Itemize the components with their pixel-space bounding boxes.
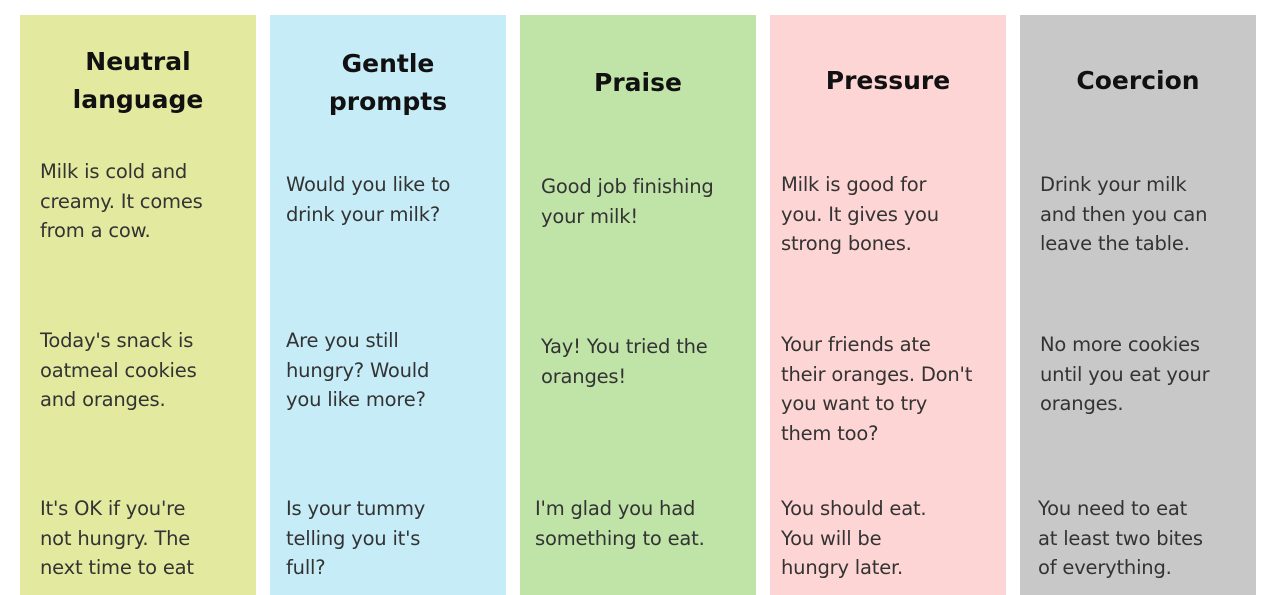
example-text: No more cookies until you eat your orang… (1040, 333, 1210, 415)
column-title: Neutral language (72, 47, 204, 114)
column-title: Gentle prompts (328, 49, 448, 116)
example-text: Would you like to drink your milk? (286, 173, 451, 226)
example-text: Drink your milk and then you can leave t… (1040, 173, 1208, 255)
example-text: Are you still hungry? Would you like mor… (286, 329, 430, 411)
example-text: You should eat. You will be hungry later… (781, 497, 927, 579)
column-title: Praise (594, 68, 682, 97)
example-text: Yay! You tried the oranges! (541, 335, 708, 388)
example-text: It's OK if you're not hungry. The next t… (40, 497, 194, 579)
example-text: Is your tummy telling you it's full? (286, 497, 426, 579)
column-gentle-prompts: Gentle prompts Would you like to drink y… (270, 15, 506, 595)
example-text: Your friends ate their oranges. Don't yo… (781, 333, 973, 445)
example-text: Today's snack is oatmeal cookies and ora… (40, 329, 197, 411)
example-text: Milk is cold and creamy. It comes from a… (40, 160, 203, 242)
column-title: Coercion (1076, 66, 1200, 95)
column-praise: Praise Good job finishing your milk! Yay… (520, 15, 756, 595)
column-neutral-language: Neutral language Milk is cold and creamy… (20, 15, 256, 595)
example-text: Milk is good for you. It gives you stron… (781, 173, 939, 255)
example-text: Good job finishing your milk! (541, 175, 714, 228)
column-title: Pressure (825, 66, 951, 95)
example-text: I'm glad you had something to eat. (535, 497, 705, 550)
column-coercion: Coercion Drink your milk and then you ca… (1020, 15, 1256, 595)
column-pressure: Pressure Milk is good for you. It gives … (770, 15, 1006, 595)
example-text: You need to eat at least two bites of ev… (1038, 497, 1203, 579)
